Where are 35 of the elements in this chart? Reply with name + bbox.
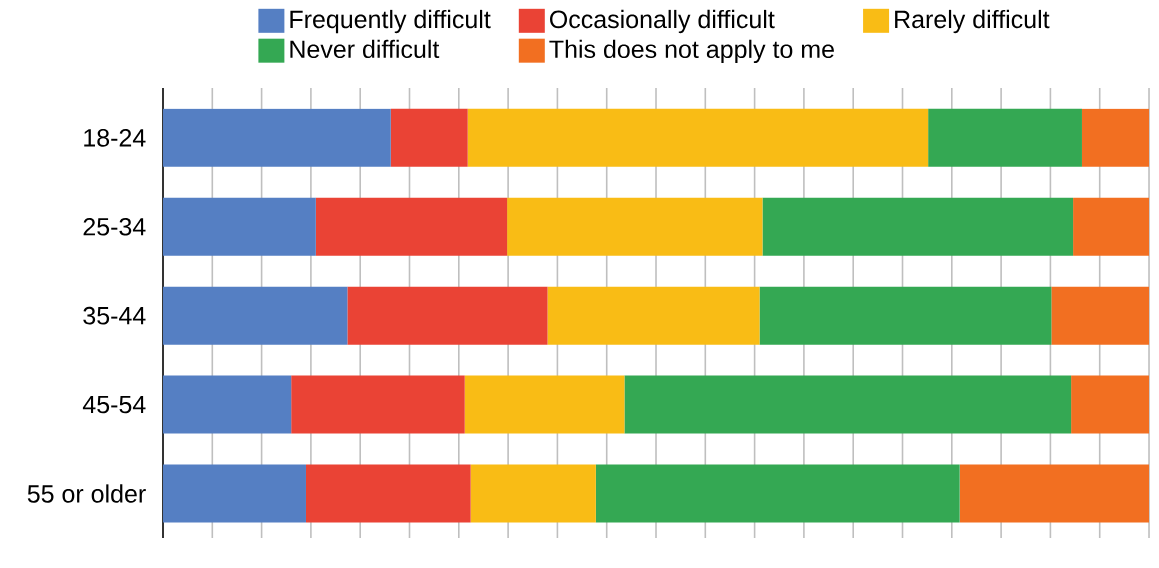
bar: [507, 197, 763, 256]
bar: [1073, 197, 1150, 256]
bar: [163, 375, 292, 434]
legend-label: Never difficult: [290, 39, 440, 59]
bar: [467, 108, 929, 167]
bar: [163, 286, 348, 345]
legend-label: Frequently difficult: [290, 9, 491, 34]
bar: [1071, 375, 1150, 434]
legend-label: Occasionally difficult: [550, 9, 775, 34]
bar: [163, 464, 306, 523]
y-tick-label: 25-34: [83, 217, 146, 236]
legend-label: This does not apply to me: [549, 39, 834, 64]
bar: [1081, 108, 1150, 167]
bar: [347, 286, 548, 345]
bar: [163, 197, 316, 256]
bar: [1051, 286, 1150, 345]
y-tick-label: 45-54: [82, 395, 146, 414]
bar: [759, 286, 1052, 345]
bar: [470, 464, 596, 523]
bar: [624, 375, 1072, 434]
y-tick-label: 55 or older: [27, 484, 146, 503]
bar: [305, 464, 471, 523]
legend-label: Rarely difficult: [895, 9, 1050, 34]
bar: [390, 108, 468, 167]
bar: [595, 464, 960, 523]
y-tick-label: 18-24: [84, 128, 146, 147]
bar: [163, 108, 391, 167]
bar: [762, 197, 1074, 256]
bar: [291, 375, 465, 434]
bar: [547, 286, 760, 345]
y-tick-label: 35-44: [83, 306, 146, 325]
bar: [464, 375, 625, 434]
bar: [928, 108, 1082, 167]
bar: [315, 197, 508, 256]
bar: [959, 464, 1150, 523]
